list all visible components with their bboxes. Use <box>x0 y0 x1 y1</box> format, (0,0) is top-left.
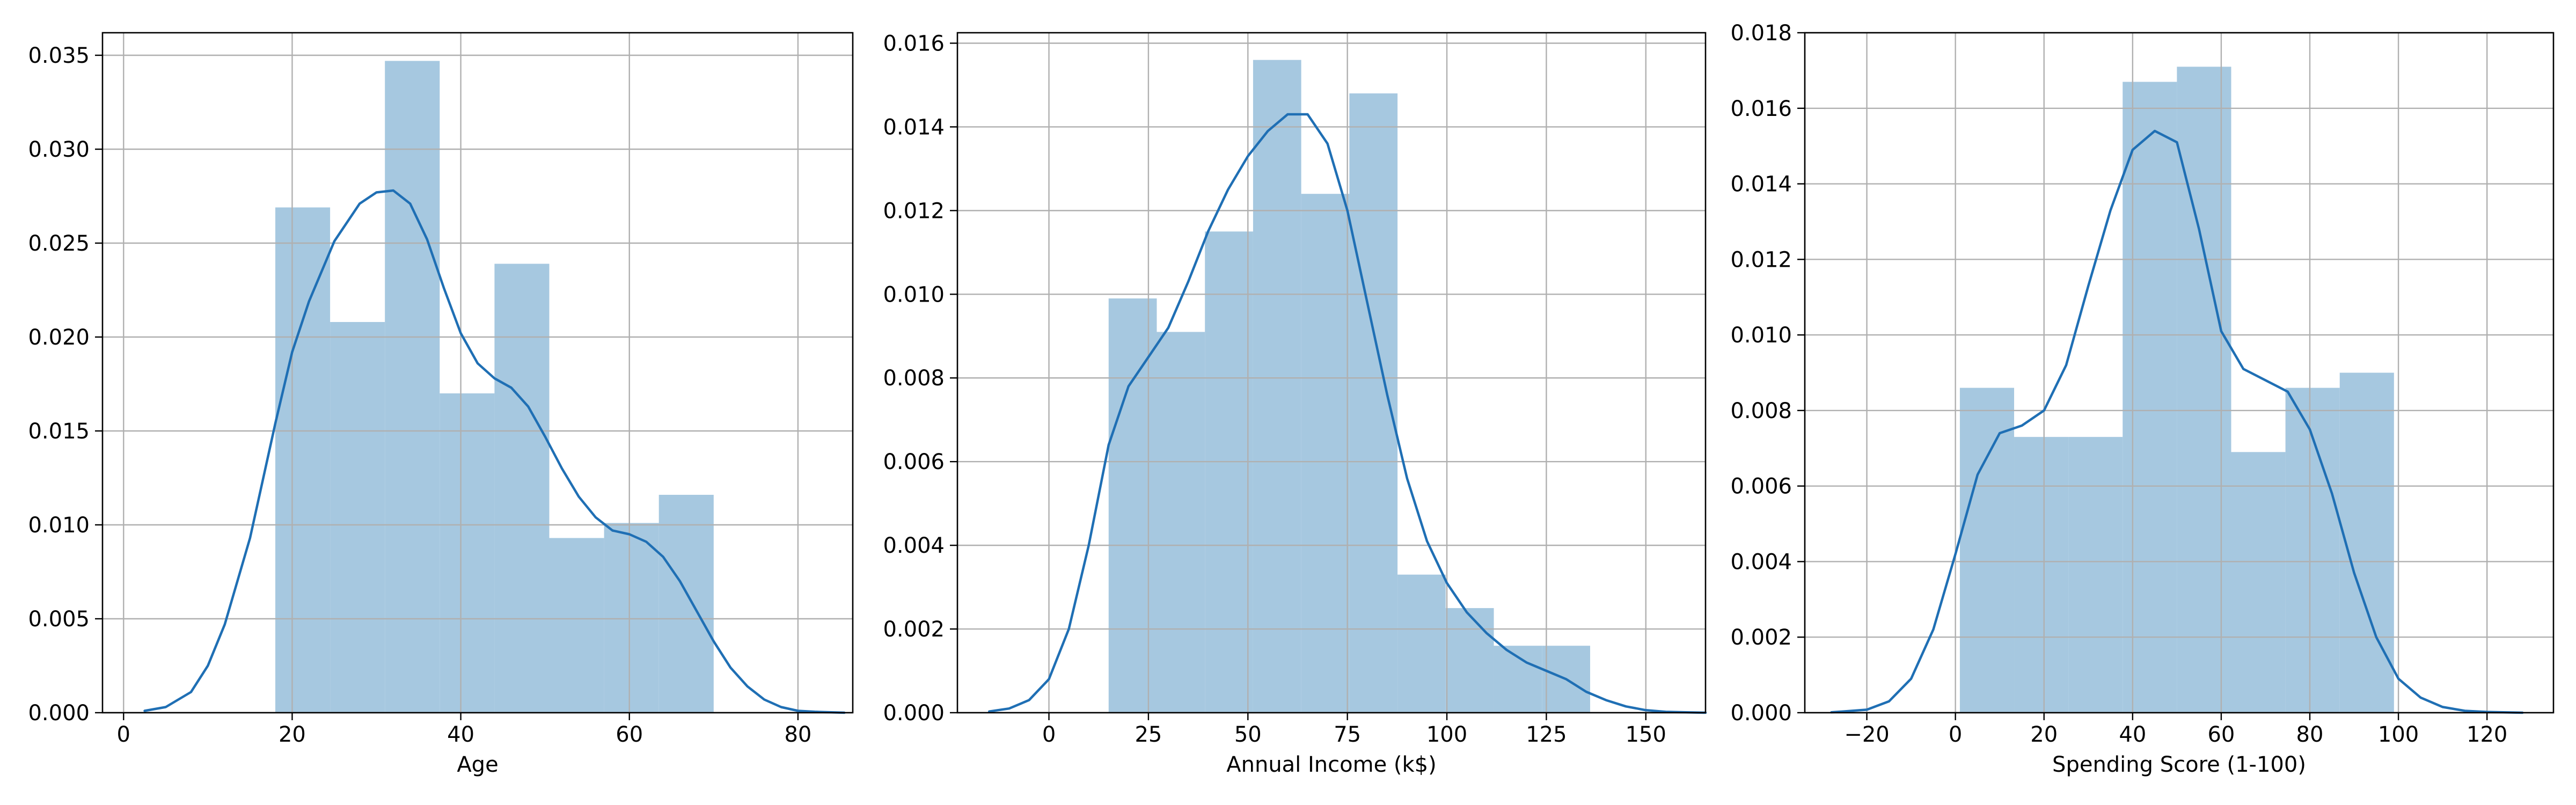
annual-income-kde-line <box>988 113 1707 714</box>
annual-income-y-tick-label: 0.000 <box>883 701 945 726</box>
annual-income-bar <box>1108 298 1157 713</box>
spending-score-y-tick-label: 0.006 <box>1730 474 1792 499</box>
age-histogram-panel: 0 20 40 60 800.0000.0050.0100.0150.0200.0250… <box>28 32 854 777</box>
spending-score-histogram-panel: −20 0 20 40 60 80 100 1200.0000.0020.0040.0060.… <box>1730 21 2555 777</box>
spending-score-bar <box>2339 372 2394 713</box>
annual-income-bar <box>1397 574 1446 713</box>
annual-income-y-tick-label: 0.012 <box>883 199 945 223</box>
annual-income-y-axis: 0.000 0.002 0.004 0.006 0.008 0.010 0.012 0.014… <box>883 31 957 726</box>
annual-income-y-tick-label: 0.006 <box>883 450 945 474</box>
age-x-tick-label: 80 <box>784 722 811 747</box>
spending-score-y-axis: 0.000 0.002 0.004 0.006 0.008 0.010 0.012 0.014… <box>1730 21 1805 726</box>
age-y-tick-label: 0.035 <box>28 43 90 68</box>
spending-score-bar <box>2285 387 2340 713</box>
age-x-axis-label: Age <box>457 752 498 777</box>
spending-score-y-tick-label: 0.018 <box>1730 21 1792 46</box>
spending-score-y-tick-label: 0.012 <box>1730 247 1792 272</box>
age-bar <box>494 264 550 713</box>
annual-income-bar <box>1157 332 1205 713</box>
age-x-tick-label: 0 <box>117 722 130 747</box>
spending-score-y-tick-label: 0.016 <box>1730 97 1792 121</box>
annual-income-y-tick-label: 0.002 <box>883 617 945 642</box>
annual-income-x-tick-label: 125 <box>1526 722 1567 747</box>
age-x-tick-label: 20 <box>279 722 306 747</box>
age-bar <box>275 207 331 713</box>
spending-score-x-tick-label: 60 <box>2207 722 2235 747</box>
annual-income-x-tick-label: 100 <box>1426 722 1467 747</box>
annual-income-y-tick-label: 0.004 <box>883 533 945 558</box>
age-bar <box>330 322 385 713</box>
annual-income-y-tick-label: 0.014 <box>883 115 945 140</box>
age-y-tick-label: 0.015 <box>28 419 90 444</box>
spending-score-bar <box>2177 67 2231 713</box>
spending-score-kde-line <box>1830 129 2524 714</box>
spending-score-x-tick-label: 40 <box>2119 722 2146 747</box>
age-x-tick-label: 60 <box>616 722 643 747</box>
age-bar <box>385 61 440 713</box>
spending-score-bar <box>2068 437 2123 713</box>
age-kde-line <box>143 189 846 714</box>
annual-income-x-axis: 0 25 50 75 100 125 150 <box>1042 713 1666 747</box>
annual-income-x-tick-label: 150 <box>1626 722 1666 747</box>
spending-score-y-tick-label: 0.014 <box>1730 172 1792 197</box>
spending-score-x-tick-label: 120 <box>2467 722 2507 747</box>
age-y-tick-label: 0.030 <box>28 137 90 162</box>
annual-income-x-tick-label: 75 <box>1334 722 1361 747</box>
age-bar <box>549 538 604 713</box>
annual-income-bar <box>1301 194 1350 713</box>
spending-score-bar <box>1959 387 2015 713</box>
annual-income-y-tick-label: 0.008 <box>883 366 945 391</box>
annual-income-bar <box>1445 608 1494 713</box>
annual-income-x-tick-label: 0 <box>1042 722 1056 747</box>
spending-score-x-tick-label: 100 <box>2378 722 2419 747</box>
spending-score-x-axis-label: Spending Score (1-100) <box>2052 752 2306 777</box>
age-bar <box>658 495 714 713</box>
age-bar <box>604 523 659 713</box>
annual-income-axes-frame <box>956 32 1707 714</box>
age-x-axis: 0 20 40 60 80 <box>117 713 811 747</box>
annual-income-bar <box>1205 231 1253 713</box>
spending-score-x-axis: −20 0 20 40 60 80 100 120 <box>1844 713 2507 747</box>
age-y-tick-label: 0.020 <box>28 325 90 350</box>
annual-income-bars <box>1108 60 1590 713</box>
spending-score-x-tick-label: 80 <box>2296 722 2324 747</box>
age-y-tick-label: 0.025 <box>28 231 90 256</box>
annual-income-y-tick-label: 0.016 <box>883 31 945 56</box>
spending-score-bar <box>2014 437 2069 713</box>
spending-score-y-tick-label: 0.010 <box>1730 323 1792 348</box>
annual-income-histogram-panel: 0 25 50 75 100 125 1500.0000.0020.0040.0060.00… <box>883 31 1707 777</box>
annual-income-bar <box>1253 60 1301 713</box>
spending-score-y-tick-label: 0.002 <box>1730 625 1792 650</box>
annual-income-x-axis-label: Annual Income (k$) <box>1226 752 1436 777</box>
spending-score-bars <box>1959 67 2394 713</box>
spending-score-bar <box>2231 452 2286 713</box>
annual-income-y-tick-label: 0.010 <box>883 282 945 307</box>
spending-score-y-tick-label: 0.000 <box>1730 701 1792 726</box>
annual-income-x-tick-label: 50 <box>1234 722 1262 747</box>
spending-score-x-tick-label: 0 <box>1949 722 1962 747</box>
spending-score-axes-frame <box>1804 32 2555 714</box>
age-y-axis: 0.000 0.005 0.010 0.015 0.020 0.025 0.030 0.035 <box>28 43 103 726</box>
age-axes-frame <box>101 32 854 714</box>
age-x-tick-label: 40 <box>447 722 474 747</box>
spending-score-x-tick-label: 20 <box>2030 722 2058 747</box>
spending-score-y-tick-label: 0.008 <box>1730 399 1792 423</box>
spending-score-y-tick-label: 0.004 <box>1730 550 1792 574</box>
age-y-tick-label: 0.005 <box>28 607 90 632</box>
age-y-tick-label: 0.000 <box>28 701 90 726</box>
age-bar <box>440 393 495 713</box>
annual-income-x-tick-label: 25 <box>1135 722 1162 747</box>
age-y-tick-label: 0.010 <box>28 513 90 538</box>
spending-score-x-tick-label: −20 <box>1844 722 1889 747</box>
age-bars <box>275 61 714 713</box>
spending-score-bar <box>2123 82 2177 713</box>
